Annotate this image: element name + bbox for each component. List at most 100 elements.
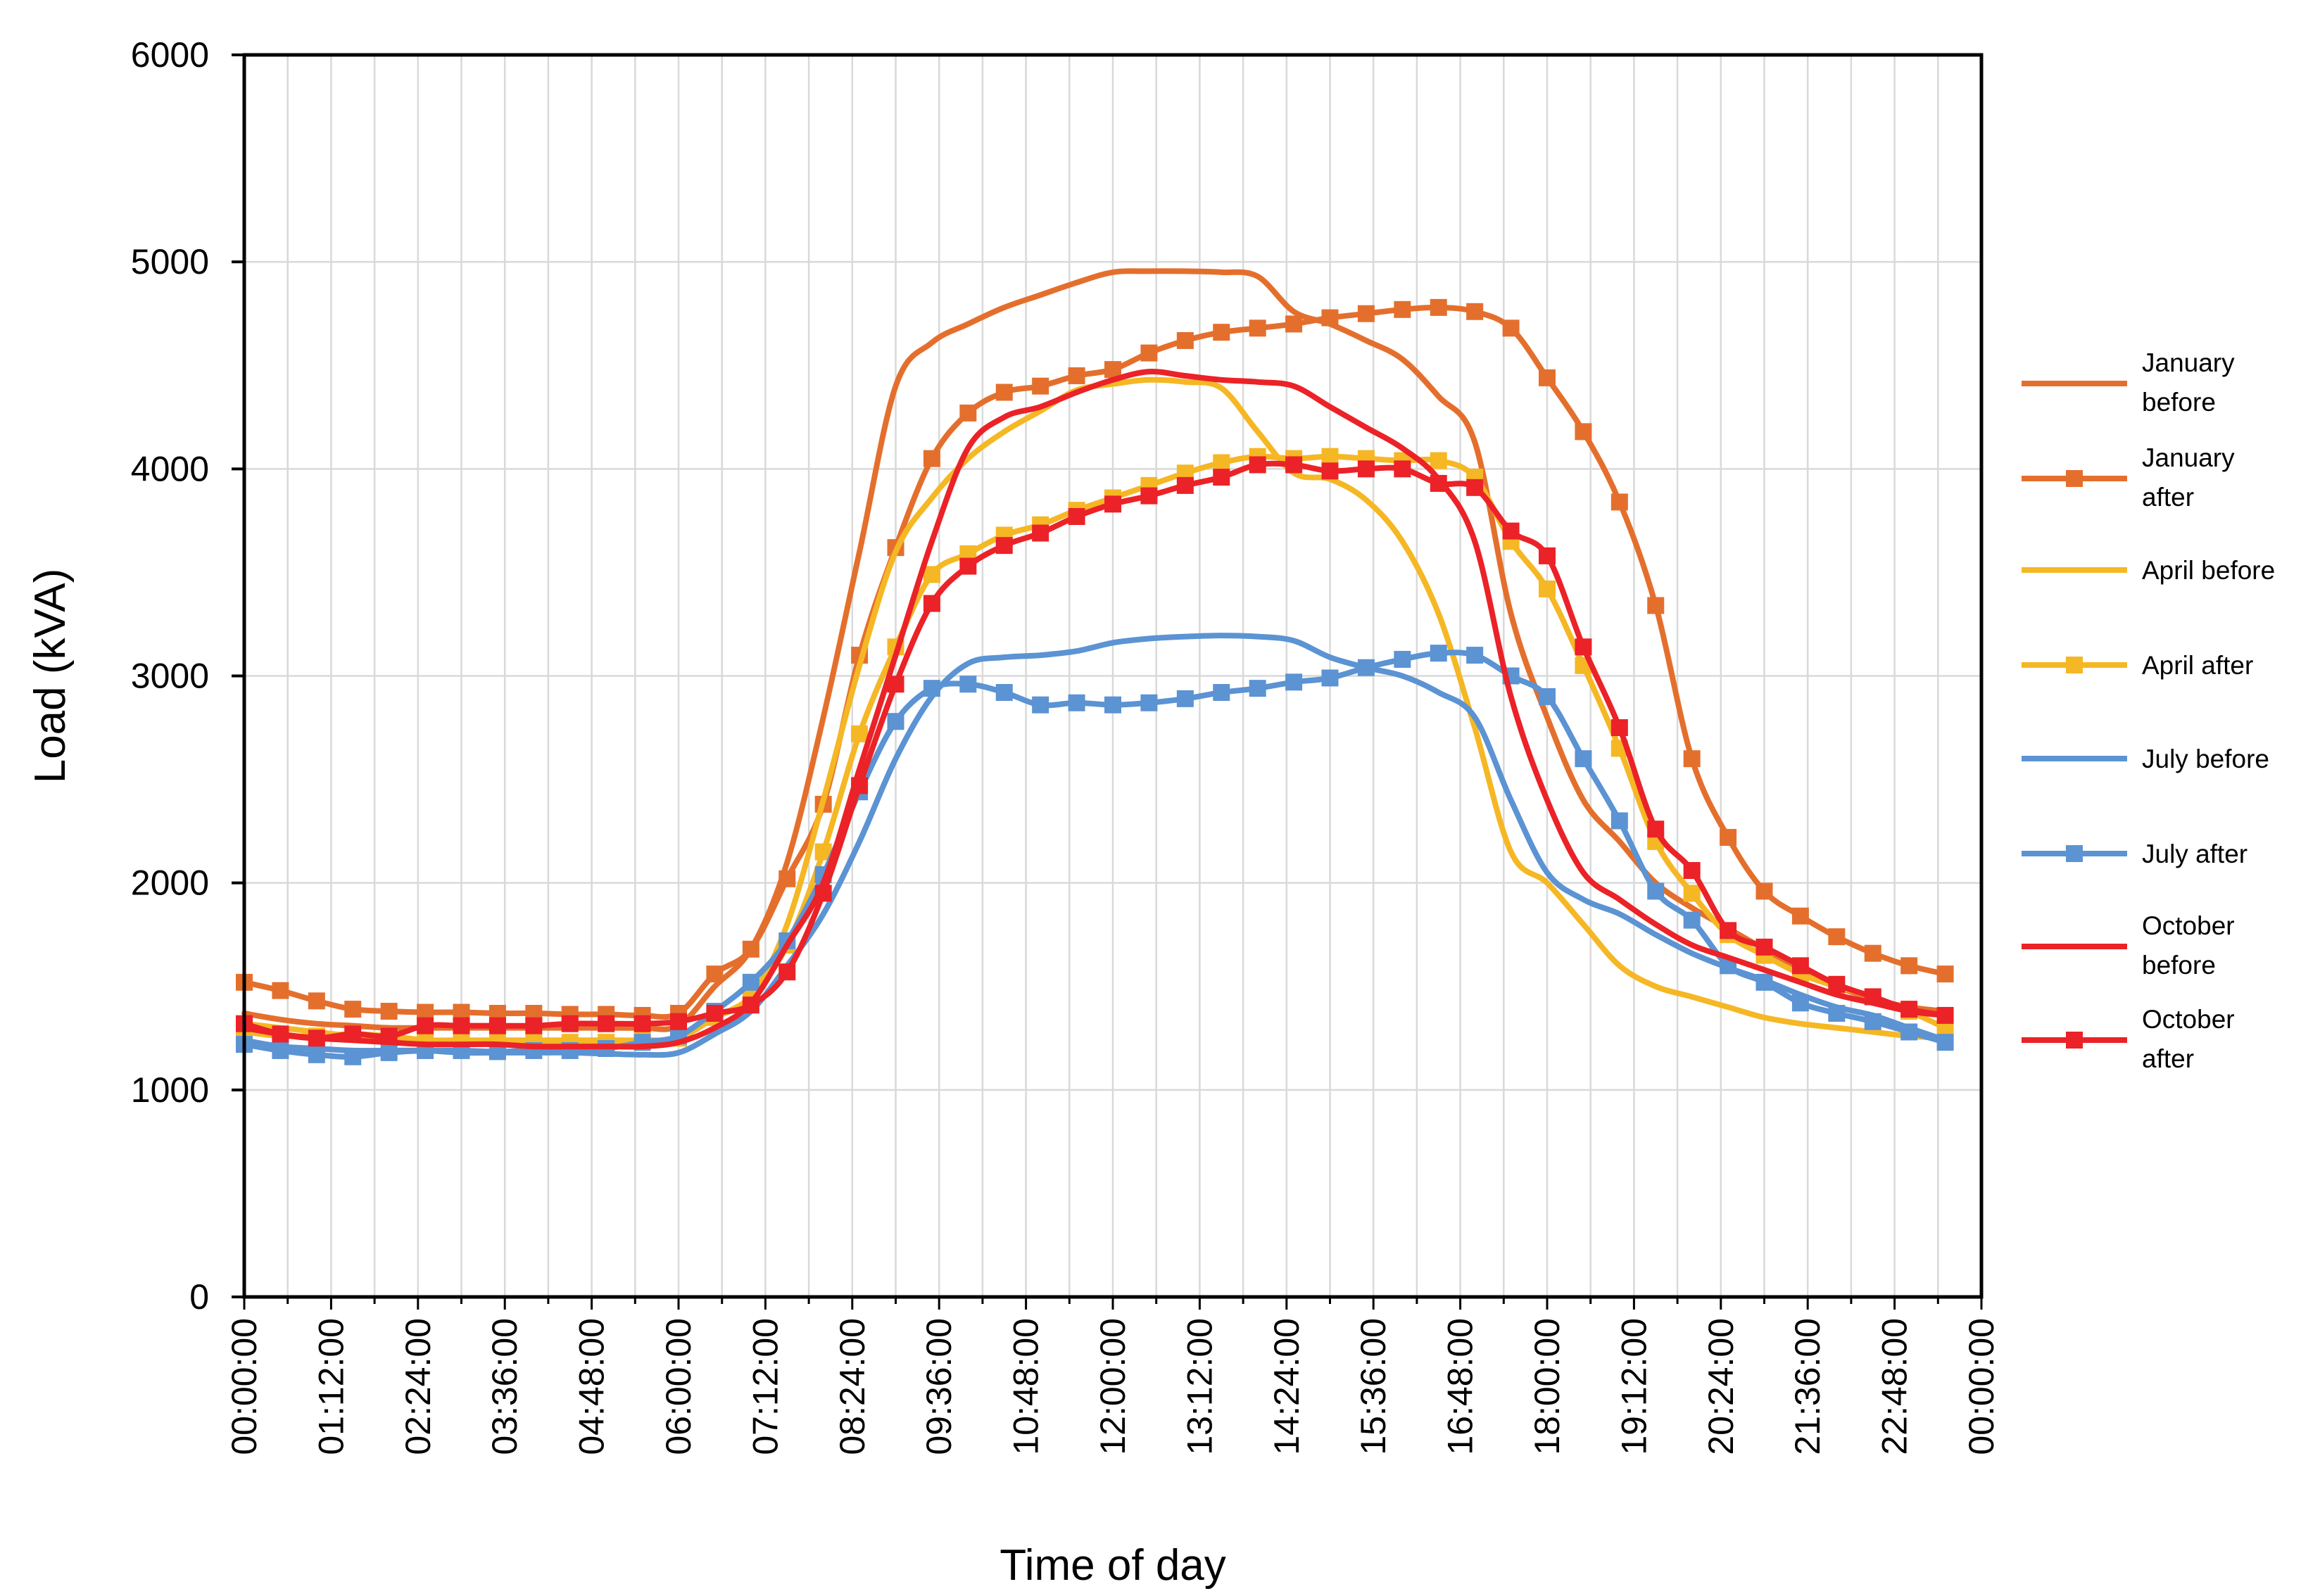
data-point [1575, 638, 1592, 656]
data-point [1285, 456, 1303, 474]
data-point [995, 684, 1013, 702]
legend-label: before [2142, 388, 2216, 417]
data-point [1575, 423, 1592, 441]
data-point [706, 1004, 724, 1022]
data-point [1249, 319, 1266, 337]
data-point [1575, 750, 1592, 768]
data-point [1032, 377, 1049, 395]
data-point [1068, 507, 1085, 525]
series-july-after [236, 645, 1954, 1065]
legend-swatch-marker [2066, 657, 2083, 673]
data-point [272, 1025, 289, 1043]
legend-label: April before [2142, 556, 2275, 585]
data-point [1140, 694, 1158, 711]
x-tick-label: 19:12:00 [1614, 1318, 1653, 1455]
data-point [272, 982, 289, 999]
data-point [1755, 882, 1773, 900]
data-point [344, 1001, 362, 1018]
data-point [923, 595, 940, 612]
data-point [1357, 305, 1375, 322]
data-point [380, 1044, 398, 1061]
data-point [1430, 645, 1447, 662]
x-tick-label: 07:12:00 [745, 1318, 785, 1455]
data-point [1683, 911, 1701, 929]
data-point [1249, 680, 1266, 697]
legend-item-april-after: April after [2022, 651, 2253, 680]
data-point [1321, 669, 1339, 687]
data-point [1791, 907, 1809, 925]
data-point [742, 940, 759, 958]
legend-label: after [2142, 483, 2194, 512]
data-point [1936, 1006, 1954, 1024]
data-point [1828, 1004, 1846, 1022]
y-tick-label: 2000 [131, 863, 209, 903]
legend-label: October [2142, 1005, 2235, 1034]
axis-ticks: 0 1000 2000 3000 4000 5000 6000 00:00:00 01:12:0… [131, 35, 2001, 1455]
legend: January before January after April before Apr… [2022, 348, 2275, 1073]
legend-item-july-after: July after [2022, 840, 2248, 868]
legend-swatch-marker [2066, 1032, 2083, 1049]
legend-label: January [2142, 443, 2235, 472]
data-point [1430, 474, 1447, 492]
data-point [851, 777, 869, 794]
data-point [1864, 944, 1881, 962]
data-point [1176, 331, 1194, 349]
data-point [1720, 828, 1737, 846]
data-point [272, 1041, 289, 1059]
data-point [1068, 367, 1085, 384]
data-point [1466, 479, 1484, 496]
data-point [1249, 456, 1266, 474]
data-point [1539, 580, 1556, 597]
legend-item-january-after: January after [2022, 443, 2235, 512]
data-point [488, 1017, 506, 1034]
data-point [1539, 369, 1556, 386]
data-point [1683, 885, 1701, 902]
data-point [706, 965, 724, 983]
data-point [1032, 524, 1049, 542]
legend-item-october-after: October after [2022, 1005, 2235, 1073]
data-point [1828, 975, 1846, 993]
data-point [1828, 928, 1846, 946]
x-tick-label: 15:36:00 [1354, 1318, 1393, 1455]
series-january-after [236, 298, 1954, 1024]
data-point [1647, 821, 1665, 838]
data-point [778, 963, 796, 981]
x-tick-label: 01:12:00 [311, 1318, 351, 1455]
legend-label: April after [2142, 651, 2253, 680]
x-tick-label: 00:00:00 [1962, 1318, 2001, 1455]
data-point [1539, 547, 1556, 564]
data-point [344, 1048, 362, 1065]
x-tick-label: 20:24:00 [1701, 1318, 1741, 1455]
x-tick-label: 10:48:00 [1007, 1318, 1046, 1455]
gridlines [243, 53, 1983, 1298]
series-line-january-after [241, 304, 1948, 1020]
x-tick-label: 08:24:00 [833, 1318, 872, 1455]
y-tick-label: 1000 [131, 1070, 209, 1110]
data-point [1864, 1013, 1881, 1030]
x-tick-label: 09:36:00 [919, 1318, 959, 1455]
data-point [959, 557, 977, 575]
x-axis-label: Time of day [1000, 1541, 1226, 1590]
data-point [1683, 862, 1701, 880]
data-point [995, 384, 1013, 401]
legend-label: before [2142, 951, 2216, 980]
data-point [923, 680, 940, 697]
data-point [1394, 300, 1411, 318]
data-point [1104, 696, 1121, 714]
data-point [1394, 460, 1411, 478]
x-tick-label: 03:36:00 [485, 1318, 524, 1455]
data-point [1900, 957, 1918, 975]
data-point [1791, 994, 1809, 1012]
data-point [1647, 882, 1665, 900]
data-point [1213, 324, 1230, 341]
data-point [1176, 476, 1194, 494]
legend-swatch-marker [2066, 845, 2083, 862]
x-tick-label: 04:48:00 [572, 1318, 612, 1455]
data-point [1502, 522, 1520, 540]
data-point [1539, 688, 1556, 705]
data-point [308, 1046, 325, 1063]
data-point [995, 537, 1013, 555]
legend-label: after [2142, 1044, 2194, 1073]
legend-swatch-marker [2066, 470, 2083, 487]
